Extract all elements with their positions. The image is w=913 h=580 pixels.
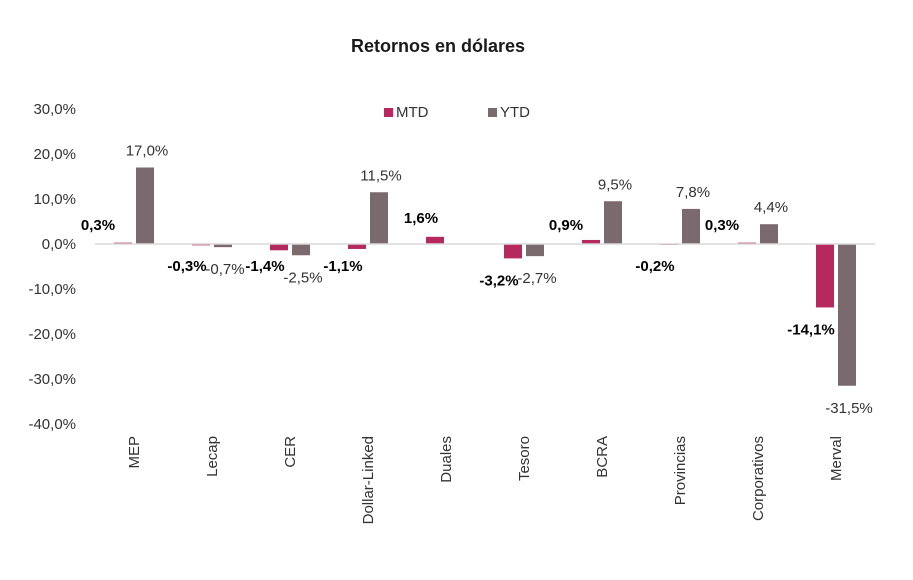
y-tick-label: -30,0% [28,371,76,388]
y-axis: 30,0% 20,0% 10,0% 0,0% -10,0% -20,0% -30,0% -40… [28,101,76,433]
data-label-ytd-dollar-linked: 11,5% [360,167,401,184]
y-tick-label: -20,0% [28,326,76,343]
bar-ytd-dollar-linked [370,192,388,244]
y-tick-label: 10,0% [33,191,76,208]
bar-mtd-merval [816,244,834,308]
data-label-ytd-lecap: -0,7% [205,261,244,278]
bar-mtd-cer [270,244,288,251]
bar-ytd-tesoro [526,244,544,257]
data-labels: 0,3% 17,0% -0,3%-0,7% -1,4%-2,5%-1,1% 11,5% 1… [81,143,873,417]
data-label-mtd-tesoro: -3,2% [479,272,518,289]
data-label-ytd-merval: -31,5% [825,400,873,417]
bar-mtd-bcra [582,239,600,244]
data-label-ytd-cer: -2,5% [283,269,322,286]
bar-ytd-corporativos [760,224,778,244]
x-tick-label: Dollar-Linked [360,436,377,524]
x-tick-label: Lecap [204,436,221,477]
data-label-mtd-dollar-linked: -1,1% [323,258,362,275]
x-tick-label: Tesoro [516,436,533,481]
bar-mtd-tesoro [504,244,522,259]
bar-ytd-merval [838,244,856,386]
bar-ytd-bcra [604,201,622,244]
bar-ytd-provincias [682,208,700,244]
data-label-mtd-corporativos: 0,3% [705,217,739,234]
x-tick-label: Duales [438,436,455,483]
legend-swatch-ytd [488,108,497,117]
data-label-mtd-mep: 0,3% [81,217,115,234]
chart-title: Retornos en dólares [351,36,525,56]
bar-ytd-mep [136,167,154,244]
data-label-ytd-provincias: 7,8% [676,184,710,201]
bars [114,167,856,386]
data-label-mtd-provincias: -0,2% [635,258,674,275]
legend-swatch-mtd [384,108,393,117]
data-label-ytd-bcra: 9,5% [598,176,632,193]
bar-ytd-lecap [214,244,232,248]
data-label-mtd-merval: -14,1% [787,321,835,338]
y-tick-label: -10,0% [28,281,76,298]
data-label-mtd-cer: -1,4% [245,258,284,275]
legend-label-ytd: YTD [500,104,530,121]
bar-mtd-duales [426,236,444,244]
y-tick-label: 30,0% [33,101,76,118]
x-tick-label: Merval [828,436,845,481]
x-axis: MEP Lecap CER Dollar-Linked Duales Tesoro BCRA… [95,243,875,524]
bar-mtd-dollar-linked [348,244,366,249]
data-label-ytd-corporativos: 4,4% [754,199,788,216]
x-tick-label: Corporativos [750,436,767,521]
bar-ytd-cer [292,244,310,256]
y-tick-label: 0,0% [42,236,76,253]
data-label-mtd-duales: 1,6% [404,210,438,227]
x-tick-label: MEP [126,436,143,469]
x-tick-label: Provincias [672,436,689,505]
legend-label-mtd: MTD [396,104,429,121]
data-label-ytd-tesoro: -2,7% [517,270,556,287]
data-label-ytd-mep: 17,0% [126,143,169,160]
y-tick-label: -40,0% [28,416,76,433]
y-tick-label: 20,0% [33,146,76,163]
data-label-mtd-bcra: 0,9% [549,217,583,234]
data-label-mtd-lecap: -0,3% [167,258,206,275]
legend: MTD YTD [384,104,530,121]
x-tick-label: BCRA [594,436,611,478]
x-tick-label: CER [282,436,299,468]
